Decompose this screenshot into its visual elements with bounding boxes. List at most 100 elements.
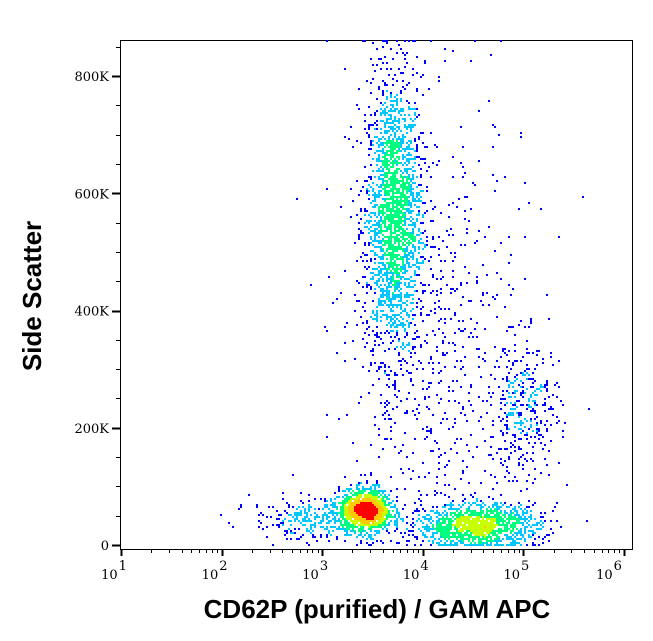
data-point	[358, 490, 360, 492]
data-point	[488, 454, 490, 456]
data-point	[550, 352, 552, 354]
data-point	[486, 520, 488, 522]
data-point	[406, 304, 408, 306]
data-point	[506, 506, 508, 508]
data-point	[492, 498, 494, 500]
data-point	[344, 270, 346, 272]
data-point	[410, 302, 412, 304]
data-point	[404, 230, 406, 232]
data-point	[406, 344, 408, 346]
data-point	[408, 82, 410, 84]
data-point	[360, 506, 362, 508]
data-point	[360, 522, 362, 524]
data-point	[416, 148, 418, 150]
data-point	[448, 496, 450, 498]
data-point	[444, 366, 446, 368]
data-point	[462, 406, 464, 408]
data-point	[436, 522, 438, 524]
data-point	[408, 204, 410, 206]
data-point	[500, 512, 502, 514]
data-point	[404, 186, 406, 188]
data-point	[510, 452, 512, 454]
data-point	[462, 520, 464, 522]
data-point	[474, 328, 476, 330]
data-point	[430, 310, 432, 312]
data-point	[366, 498, 368, 500]
data-point	[510, 530, 512, 532]
data-point	[380, 276, 382, 278]
data-point	[404, 182, 406, 184]
data-point	[372, 190, 374, 192]
data-point	[400, 294, 402, 296]
data-point	[360, 316, 362, 318]
data-point	[386, 242, 388, 244]
data-point	[468, 544, 470, 546]
data-point	[408, 350, 410, 352]
data-point	[364, 498, 366, 500]
data-point	[456, 542, 458, 544]
data-point	[354, 494, 356, 496]
data-point	[440, 528, 442, 530]
data-point	[338, 518, 340, 520]
data-point	[368, 506, 370, 508]
data-point	[390, 68, 392, 70]
data-point	[374, 176, 376, 178]
data-point	[456, 508, 458, 510]
data-point	[384, 108, 386, 110]
data-point	[556, 396, 558, 398]
data-point	[388, 74, 390, 76]
data-point	[468, 520, 470, 522]
data-point	[462, 540, 464, 542]
data-point	[354, 516, 356, 518]
data-point	[462, 472, 464, 474]
data-point	[378, 520, 380, 522]
data-point	[390, 122, 392, 124]
data-point	[402, 192, 404, 194]
data-point	[490, 542, 492, 544]
data-point	[364, 512, 366, 514]
data-point	[418, 490, 420, 492]
data-point	[414, 314, 416, 316]
data-point	[388, 130, 390, 132]
data-point	[394, 422, 396, 424]
data-point	[530, 406, 532, 408]
data-point	[372, 224, 374, 226]
data-point	[354, 242, 356, 244]
data-point	[240, 504, 242, 506]
data-point	[358, 88, 360, 90]
data-point	[392, 128, 394, 130]
data-point	[452, 516, 454, 518]
data-point	[376, 320, 378, 322]
data-point	[446, 544, 448, 546]
data-point	[390, 240, 392, 242]
data-point	[392, 100, 394, 102]
data-point	[392, 510, 394, 512]
data-point	[398, 244, 400, 246]
data-point	[384, 218, 386, 220]
data-point	[486, 512, 488, 514]
data-point	[368, 136, 370, 138]
data-point	[406, 208, 408, 210]
data-point	[324, 326, 326, 328]
data-point	[404, 412, 406, 414]
data-point	[420, 158, 422, 160]
data-point	[368, 126, 370, 128]
data-point	[426, 494, 428, 496]
data-point	[508, 326, 510, 328]
data-point	[398, 196, 400, 198]
data-point	[390, 272, 392, 274]
data-point	[546, 390, 548, 392]
data-point	[490, 532, 492, 534]
data-point	[398, 180, 400, 182]
data-point	[390, 218, 392, 220]
data-point	[520, 534, 522, 536]
data-point	[338, 418, 340, 420]
data-point	[370, 520, 372, 522]
data-point	[388, 348, 390, 350]
data-point	[474, 528, 476, 530]
data-point	[388, 292, 390, 294]
data-point	[302, 524, 304, 526]
data-point	[382, 510, 384, 512]
data-point	[444, 60, 446, 62]
data-point	[304, 512, 306, 514]
